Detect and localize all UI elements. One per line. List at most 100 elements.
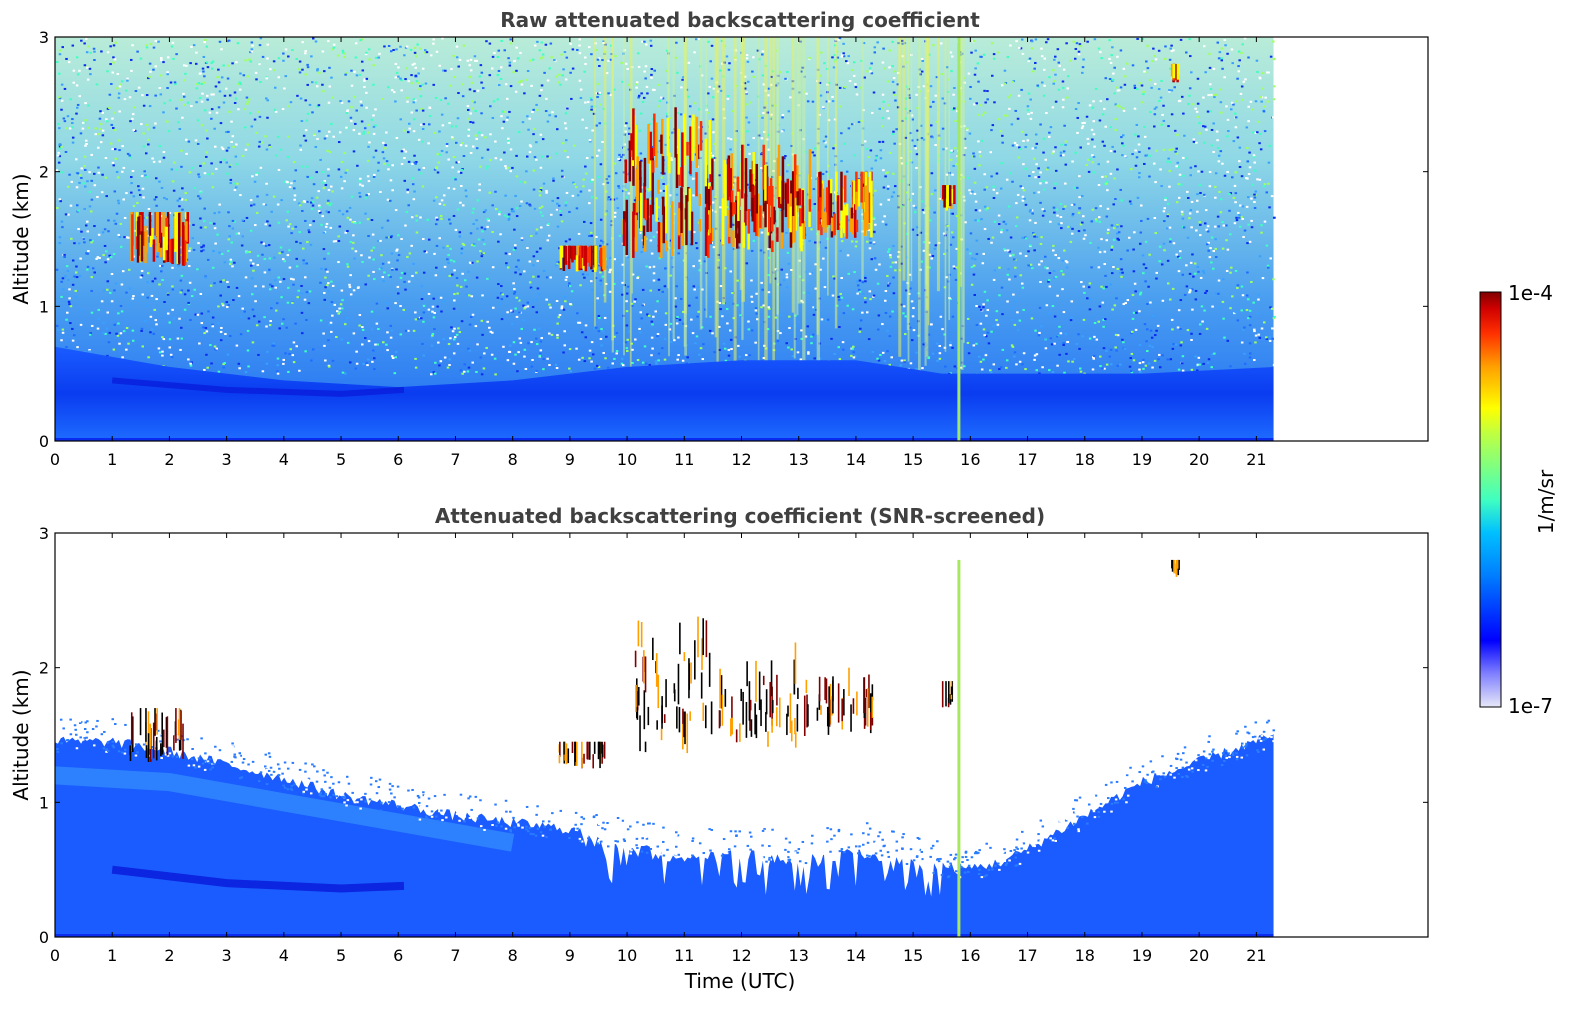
noise-speckle <box>621 293 624 296</box>
noise-speckle <box>323 137 327 140</box>
noise-speckle <box>469 121 472 124</box>
noise-speckle <box>1240 51 1243 54</box>
noise-speckle <box>386 307 389 310</box>
noise-speckle <box>349 274 352 277</box>
noise-speckle <box>475 147 479 150</box>
noise-speckle <box>992 363 996 366</box>
noise-speckle <box>419 172 423 175</box>
noise-speckle <box>783 157 786 160</box>
panel1-plot-area <box>55 37 1276 441</box>
noise-speckle <box>664 323 668 326</box>
noise-speckle <box>385 236 388 239</box>
noise-speckle <box>728 62 731 65</box>
noise-speckle <box>394 62 398 65</box>
noise-speckle <box>598 122 601 125</box>
noise-speckle <box>263 271 267 274</box>
noise-speckle <box>645 265 648 268</box>
noise-speckle <box>1015 40 1018 43</box>
noise-speckle <box>1016 193 1020 196</box>
noise-speckle <box>185 152 188 155</box>
noise-speckle <box>729 138 733 141</box>
noise-speckle <box>142 145 146 148</box>
noise-speckle <box>448 121 451 124</box>
noise-speckle <box>681 310 685 313</box>
noise-speckle <box>586 273 589 276</box>
noise-speckle <box>804 335 808 338</box>
noise-speckle <box>77 242 81 245</box>
noise-speckle <box>1132 270 1136 273</box>
noise-speckle <box>1174 150 1177 153</box>
noise-speckle <box>901 39 904 42</box>
noise-speckle <box>892 276 895 279</box>
noise-speckle <box>264 244 268 247</box>
noise-speckle <box>439 214 443 217</box>
noise-speckle <box>319 281 322 284</box>
noise-speckle <box>515 175 519 178</box>
noise-speckle <box>799 358 803 361</box>
noise-speckle <box>993 220 997 223</box>
noise-speckle <box>811 206 814 209</box>
noise-speckle <box>858 190 862 193</box>
noise-speckle <box>1100 57 1103 60</box>
noise-speckle <box>528 203 531 206</box>
noise-speckle <box>315 171 318 174</box>
noise-speckle <box>136 201 139 204</box>
noise-speckle <box>477 131 481 134</box>
noise-speckle <box>1212 250 1216 253</box>
noise-speckle <box>230 120 233 123</box>
noise-speckle <box>1213 96 1216 99</box>
noise-speckle <box>787 346 790 349</box>
noise-speckle <box>767 256 771 259</box>
noise-speckle <box>190 105 193 108</box>
noise-speckle <box>71 339 75 342</box>
noise-speckle <box>162 151 166 154</box>
noise-speckle <box>287 55 290 58</box>
noise-speckle <box>383 147 387 150</box>
noise-speckle <box>1117 231 1121 234</box>
noise-speckle <box>1185 51 1188 54</box>
noise-speckle <box>997 118 1001 121</box>
noise-speckle <box>125 326 129 329</box>
noise-speckle <box>105 118 108 121</box>
noise-speckle <box>941 97 945 100</box>
noise-speckle <box>129 58 133 61</box>
noise-speckle <box>1040 47 1043 50</box>
noise-speckle <box>67 213 70 216</box>
noise-speckle <box>691 332 695 335</box>
noise-speckle <box>120 245 123 248</box>
noise-speckle <box>531 288 534 291</box>
noise-speckle <box>127 236 130 239</box>
noise-speckle <box>419 216 422 219</box>
noise-speckle <box>367 235 370 238</box>
noise-speckle <box>1013 323 1017 326</box>
noise-speckle <box>911 315 915 318</box>
noise-speckle <box>455 56 459 59</box>
noise-speckle <box>774 316 778 319</box>
noise-speckle <box>1059 216 1063 219</box>
noise-speckle <box>827 82 831 85</box>
noise-speckle <box>1212 67 1216 70</box>
noise-speckle <box>1235 100 1239 103</box>
noise-speckle <box>1037 263 1041 266</box>
noise-speckle <box>97 146 100 149</box>
noise-speckle <box>1215 130 1219 133</box>
noise-speckle <box>625 254 628 257</box>
noise-speckle <box>598 91 602 94</box>
noise-speckle <box>404 78 407 81</box>
noise-speckle <box>636 276 639 279</box>
noise-speckle <box>405 211 409 214</box>
noise-speckle <box>113 219 116 222</box>
noise-speckle <box>1253 328 1256 331</box>
noise-speckle <box>669 322 673 325</box>
noise-speckle <box>1209 110 1212 113</box>
noise-speckle <box>1030 111 1033 114</box>
noise-speckle <box>210 61 213 64</box>
noise-speckle <box>248 58 251 61</box>
noise-speckle <box>529 204 532 207</box>
noise-speckle <box>541 53 545 56</box>
noise-speckle <box>711 154 715 157</box>
noise-speckle <box>330 122 333 125</box>
noise-speckle <box>746 60 750 63</box>
noise-speckle <box>515 315 519 318</box>
noise-speckle <box>563 344 567 347</box>
